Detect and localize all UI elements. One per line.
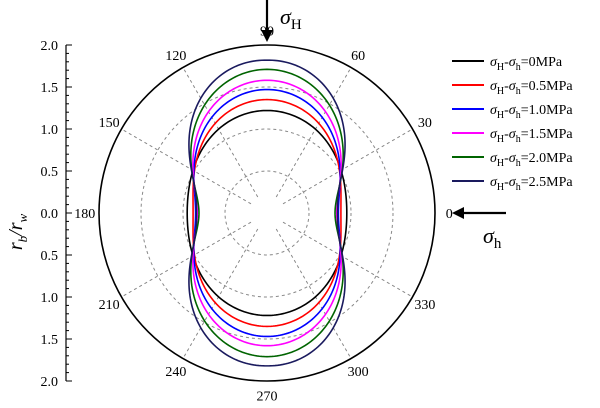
angle-tick-label: 180 xyxy=(74,207,95,222)
grid-spoke xyxy=(182,67,259,198)
radial-tick-label: 0.0 xyxy=(41,207,59,222)
series-curve xyxy=(186,109,348,317)
series-curve xyxy=(193,88,341,338)
series-curve xyxy=(188,59,346,367)
radial-axis-title-main: r xyxy=(5,242,27,250)
sigma-h-arrow xyxy=(452,207,506,219)
series-curve xyxy=(192,79,342,347)
polar-grid xyxy=(121,67,413,359)
angle-tick-label: 120 xyxy=(165,49,186,64)
legend-label: σH-σh=1.0MPa xyxy=(490,103,573,121)
grid-spoke xyxy=(275,67,352,198)
radial-axis-title-sub2: w xyxy=(15,214,30,223)
series-curve xyxy=(192,98,342,328)
angle-tick-label: 240 xyxy=(165,365,186,380)
angle-tick-label: 330 xyxy=(414,298,435,313)
legend-label: σH-σh=1.5MPa xyxy=(490,127,573,145)
series-curve xyxy=(189,68,345,358)
legend-label: σH-σh=2.0MPa xyxy=(490,151,573,169)
grid-spoke xyxy=(282,221,413,298)
radial-tick-label: 2.0 xyxy=(41,375,59,390)
legend-label: σH-σh=0.5MPa xyxy=(490,79,573,97)
radial-axis: 2.0 1.5 1.0 0.5 0.0 0.5 1.0 1.5 2.0 xyxy=(41,39,72,390)
radial-axis-title: rb/rw xyxy=(5,214,30,251)
angle-tick-label: 300 xyxy=(348,365,369,380)
angle-tick-label: 210 xyxy=(99,298,120,313)
radial-tick-label: 0.5 xyxy=(41,165,59,180)
radial-tick-label: 2.0 xyxy=(41,39,59,54)
legend: σH-σh=0MPa σH-σh=0.5MPa σH-σh=1.0MPa σH-σh=… xyxy=(452,55,573,193)
legend-label: σH-σh=2.5MPa xyxy=(490,175,573,193)
grid-spoke xyxy=(182,228,259,359)
radial-axis-title-sep: /r xyxy=(5,222,27,237)
angle-tick-label: 60 xyxy=(351,49,365,64)
grid-spoke xyxy=(275,228,352,359)
radial-tick-label: 1.0 xyxy=(41,291,59,306)
angle-tick-label: 150 xyxy=(99,116,120,131)
radial-tick-label: 1.5 xyxy=(41,81,59,96)
angle-tick-label: 0 xyxy=(446,207,453,222)
grid-spoke xyxy=(121,221,252,298)
angle-tick-label: 30 xyxy=(418,116,432,131)
radial-tick-label: 0.5 xyxy=(41,249,59,264)
outer-circle-ring xyxy=(98,44,436,382)
series-curves xyxy=(186,59,348,367)
radial-tick-label: 1.0 xyxy=(41,123,59,138)
grid-circle xyxy=(140,86,394,340)
angle-tick-labels: 0306090120150180210240270300330 xyxy=(74,25,453,405)
grid-circle xyxy=(182,128,352,298)
grid-circle xyxy=(224,170,310,256)
sigma-H-label: σH xyxy=(280,4,302,33)
grid-spoke xyxy=(282,128,413,205)
outer-circle xyxy=(98,44,436,382)
center-point xyxy=(264,210,270,216)
sigma-h-label: σh xyxy=(483,223,502,252)
sigma-H-arrow xyxy=(261,0,273,42)
angle-tick-label: 270 xyxy=(257,389,278,404)
radial-axis-title-sub1: b xyxy=(15,235,30,242)
radial-tick-label: 1.5 xyxy=(41,333,59,348)
grid-spoke xyxy=(121,128,252,205)
legend-label: σH-σh=0MPa xyxy=(490,55,563,73)
